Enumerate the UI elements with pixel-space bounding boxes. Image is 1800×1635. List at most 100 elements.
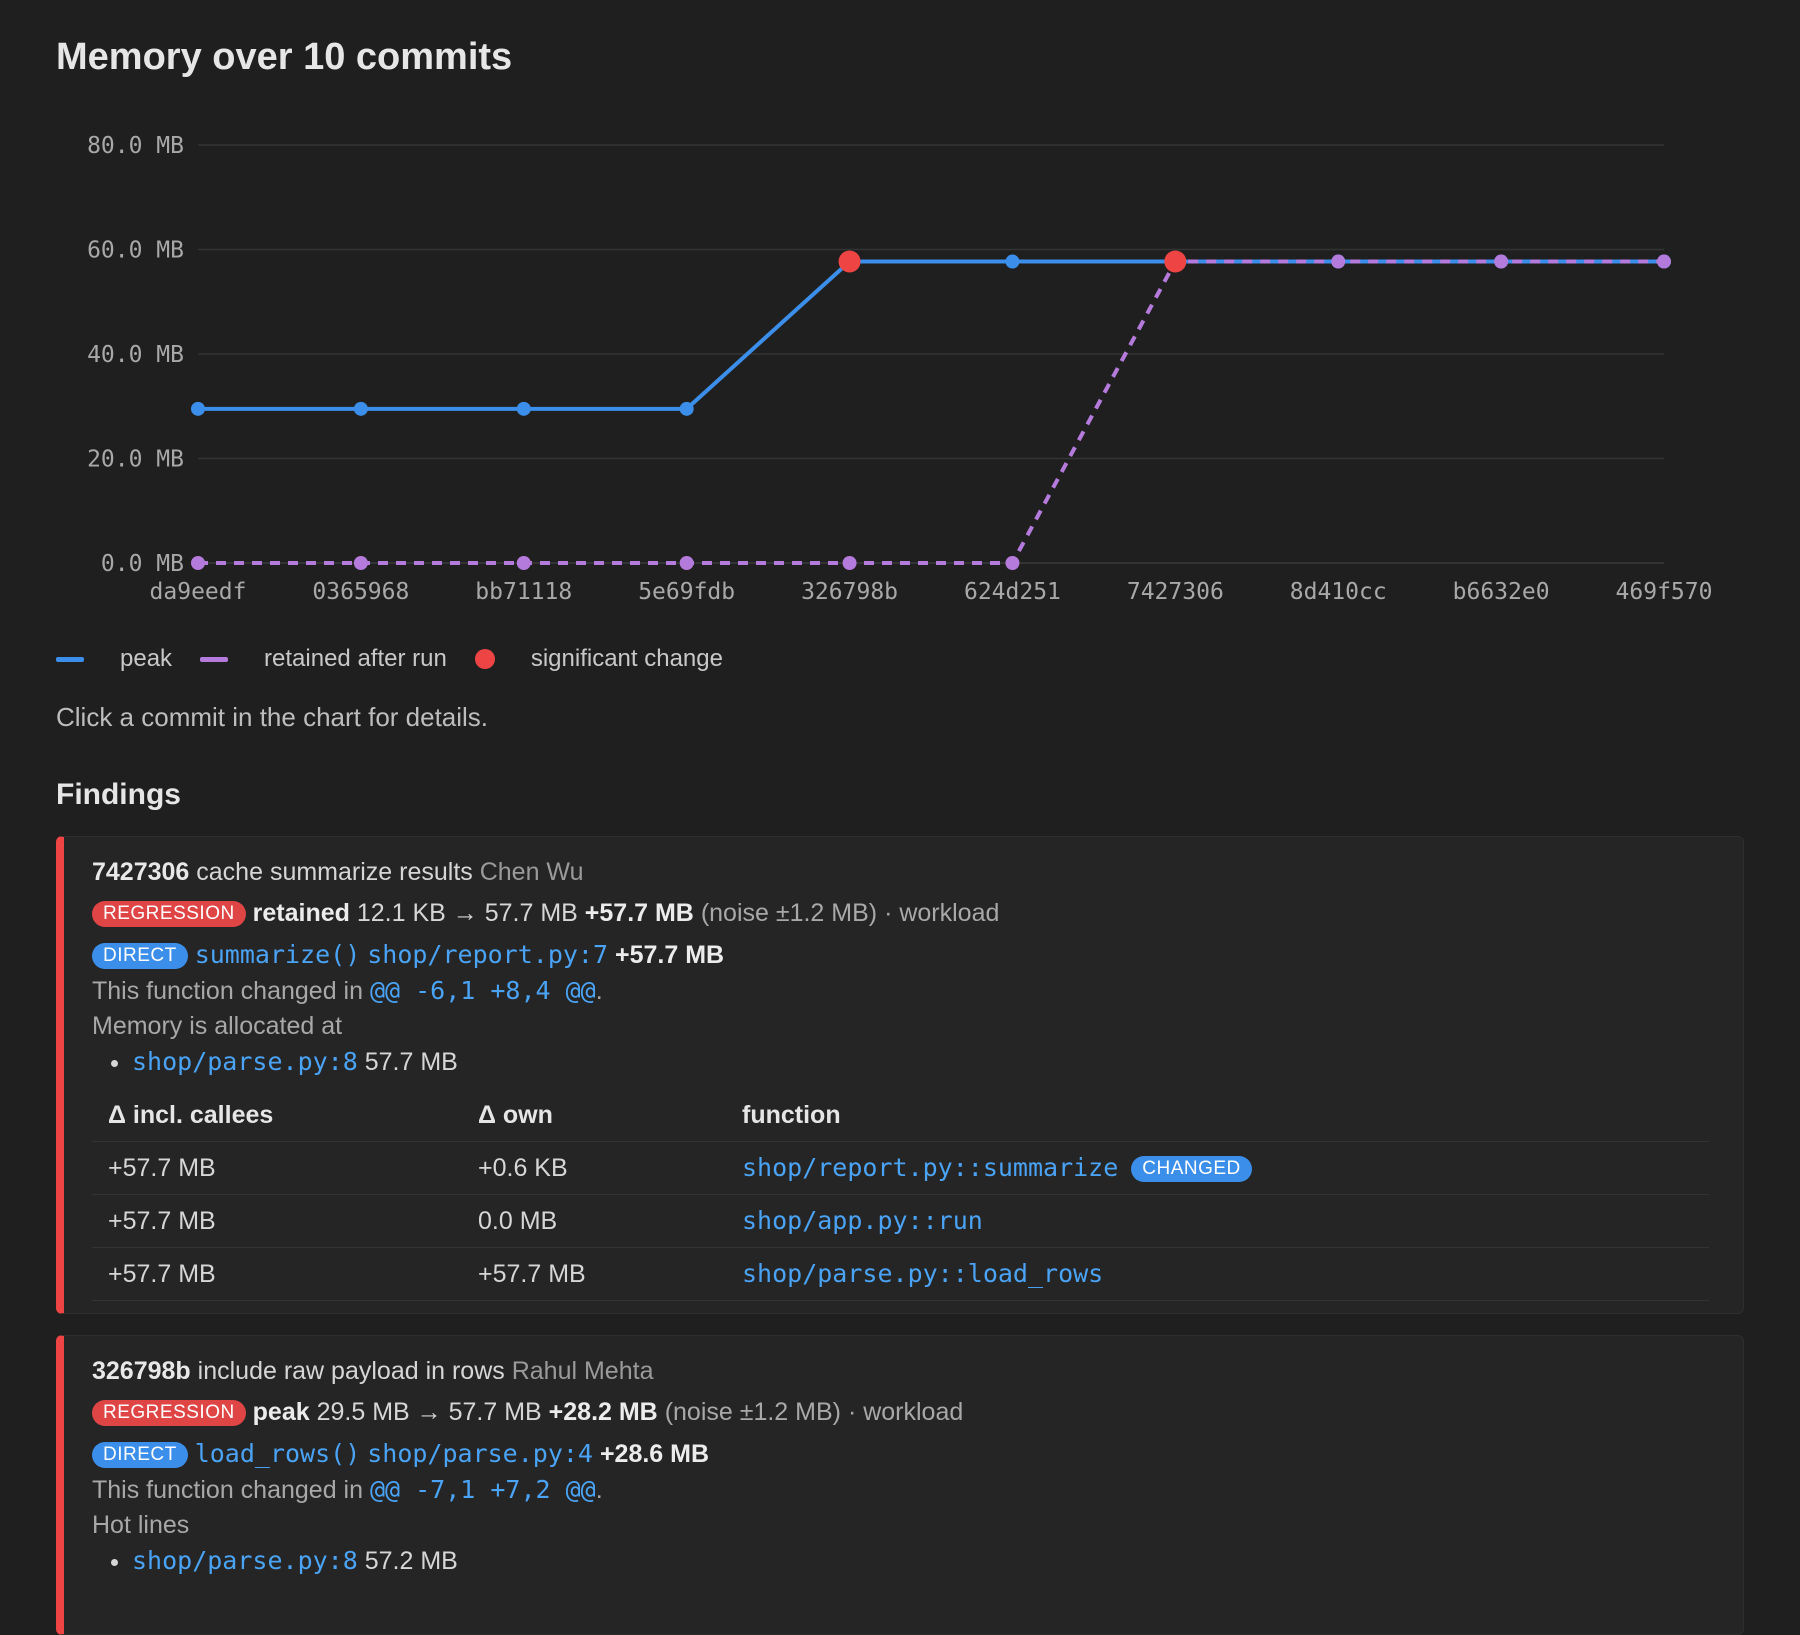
legend-peak-swatch — [56, 656, 84, 662]
finding-summary: REGRESSION retained 12.1 KB → 57.7 MB +5… — [92, 896, 1715, 931]
legend-retained-label: retained after run — [264, 645, 447, 672]
data-point[interactable] — [1494, 254, 1509, 269]
metric-change: 12.1 KB → 57.7 MB — [356, 899, 578, 927]
regression-badge: REGRESSION — [92, 1400, 246, 1426]
x-tick-label[interactable]: 0365968 — [312, 579, 409, 605]
changed-prefix: This function changed in — [92, 1476, 364, 1504]
data-point[interactable] — [1005, 254, 1020, 269]
y-tick-label: 40.0 MB — [87, 342, 184, 368]
function-link[interactable]: load_rows() — [194, 1439, 361, 1468]
x-tick-label[interactable]: 469f570 — [1616, 579, 1713, 605]
significant-change-point[interactable] — [1164, 250, 1187, 273]
location-link[interactable]: shop/report.py:7 — [367, 940, 609, 969]
x-tick-label[interactable]: 326798b — [801, 579, 898, 605]
metric-noise: (noise ±1.2 MB) — [700, 899, 878, 927]
hot-lines-label: Hot lines — [92, 1511, 190, 1539]
alloc-item: shop/parse.py:8 57.7 MB — [132, 1044, 1715, 1080]
finding-card: 326798b include raw payload in rows Rahu… — [56, 1335, 1744, 1635]
commit-author: Rahul Mehta — [511, 1357, 654, 1385]
finding-header: 326798b include raw payload in rows Rahu… — [92, 1354, 1715, 1389]
table-row: +57.7 MB +57.7 MB shop/parse.py::load_ro… — [92, 1247, 1709, 1301]
commit-sha[interactable]: 326798b — [92, 1357, 191, 1385]
data-point[interactable] — [516, 556, 531, 570]
y-tick-label: 0.0 MB — [101, 551, 184, 577]
legend-significant-label: significant change — [530, 645, 723, 672]
chart-legend: peak retained after run significant chan… — [56, 645, 751, 673]
col-function: function — [726, 1090, 1709, 1142]
changed-line: This function changed in @@ -6,1 +8,4 @@… — [92, 976, 603, 1005]
function-path-link[interactable]: shop/report.py::summarize — [742, 1153, 1119, 1182]
series-line-peak — [198, 259, 1664, 411]
cell-own: 0.0 MB — [462, 1194, 726, 1248]
series-line-retained — [198, 259, 1664, 565]
findings-title: Findings — [56, 778, 181, 811]
legend-significant: significant change — [474, 645, 723, 673]
function-delta: +28.6 MB — [599, 1440, 710, 1468]
x-tick-label[interactable]: b6632e0 — [1453, 579, 1550, 605]
alloc-location-link[interactable]: shop/parse.py:8 — [132, 1047, 358, 1076]
data-point[interactable] — [191, 401, 205, 416]
cell-function: shop/app.py::run — [726, 1194, 1709, 1248]
regression-badge: REGRESSION — [92, 901, 246, 927]
data-point[interactable] — [1331, 254, 1346, 269]
data-point[interactable] — [1005, 556, 1020, 570]
metric-name: peak — [252, 1398, 310, 1426]
cell-incl: +57.7 MB — [92, 1247, 462, 1301]
metric-scope: · workload — [847, 1398, 964, 1426]
x-tick-label[interactable]: 624d251 — [964, 579, 1061, 605]
function-path-link[interactable]: shop/parse.py::load_rows — [742, 1259, 1104, 1288]
changed-prefix: This function changed in — [92, 977, 364, 1005]
significant-change-point[interactable] — [838, 250, 861, 273]
commit-author: Chen Wu — [479, 858, 584, 886]
chart-hint: Click a commit in the chart for details. — [56, 702, 489, 732]
hot-lines-list: shop/parse.py:8 57.2 MB — [92, 1543, 1715, 1579]
alloc-size: 57.7 MB — [364, 1048, 458, 1076]
metric-scope: · workload — [884, 899, 1000, 927]
hunk-link[interactable]: @@ -6,1 +8,4 @@ — [369, 976, 596, 1005]
cell-function: shop/report.py::summarize CHANGED — [726, 1141, 1709, 1195]
x-tick-label[interactable]: bb71118 — [475, 579, 572, 605]
legend-significant-dot — [474, 649, 495, 669]
x-tick-label[interactable]: 7427306 — [1127, 579, 1224, 605]
direct-badge: DIRECT — [92, 943, 188, 969]
alloc-label: Memory is allocated at — [92, 1012, 343, 1040]
finding-card: 7427306 cache summarize results Chen Wu … — [56, 836, 1744, 1314]
function-path-link[interactable]: shop/app.py::run — [742, 1206, 983, 1235]
page-title: Memory over 10 commits — [56, 36, 513, 78]
hot-line-item: shop/parse.py:8 57.2 MB — [132, 1543, 1715, 1579]
hot-line-location-link[interactable]: shop/parse.py:8 — [132, 1546, 358, 1575]
cell-incl: +57.7 MB — [92, 1141, 462, 1195]
metric-change: 29.5 MB → 57.7 MB — [316, 1398, 542, 1426]
data-point[interactable] — [679, 556, 694, 570]
x-tick-label[interactable]: 5e69fdb — [638, 579, 735, 605]
legend-peak: peak — [56, 645, 172, 673]
x-tick-label[interactable]: da9eedf — [150, 579, 247, 605]
data-point[interactable] — [353, 401, 368, 416]
finding-summary: REGRESSION peak 29.5 MB → 57.7 MB +28.2 … — [92, 1395, 1715, 1430]
function-link[interactable]: summarize() — [194, 940, 361, 969]
data-point[interactable] — [191, 556, 205, 570]
data-point[interactable] — [1657, 254, 1671, 269]
data-point[interactable] — [842, 556, 857, 570]
y-tick-label: 20.0 MB — [87, 447, 184, 473]
table-row: +57.7 MB +0.6 KB shop/report.py::summari… — [92, 1141, 1709, 1195]
x-tick-label[interactable]: 8d410cc — [1290, 579, 1387, 605]
commit-sha[interactable]: 7427306 — [92, 858, 190, 886]
metric-delta: +28.2 MB — [548, 1398, 658, 1426]
cell-own: +0.6 KB — [462, 1141, 726, 1195]
memory-line-chart[interactable]: 0.0 MB 20.0 MB 40.0 MB 60.0 MB 80.0 MB da9ee… — [0, 110, 1800, 630]
alloc-list: shop/parse.py:8 57.7 MB — [92, 1044, 1715, 1080]
commit-message: cache summarize results — [196, 858, 473, 886]
data-point[interactable] — [353, 556, 368, 570]
col-incl-callees: Δ incl. callees — [92, 1090, 462, 1142]
callee-table: Δ incl. callees Δ own function +57.7 MB … — [92, 1090, 1709, 1301]
hot-line-size: 57.2 MB — [364, 1547, 458, 1575]
direct-cause: DIRECT load_rows() shop/parse.py:4 +28.6… — [92, 1436, 1715, 1472]
changed-line: This function changed in @@ -7,1 +7,2 @@… — [92, 1475, 603, 1504]
legend-retained-swatch — [200, 656, 229, 662]
location-link[interactable]: shop/parse.py:4 — [367, 1439, 593, 1468]
data-point[interactable] — [516, 401, 531, 416]
metric-delta: +57.7 MB — [584, 899, 694, 927]
hunk-link[interactable]: @@ -7,1 +7,2 @@ — [369, 1475, 596, 1504]
data-point[interactable] — [679, 401, 694, 416]
